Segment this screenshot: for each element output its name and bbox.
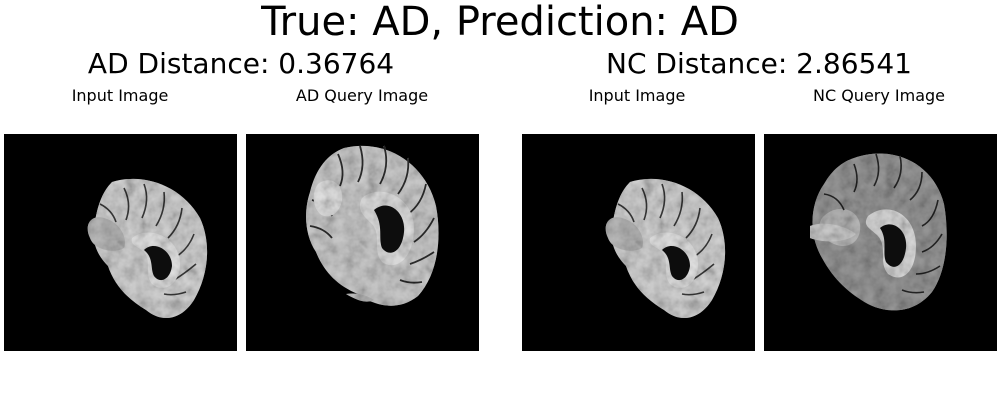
ad-distance-title: AD Distance: 0.36764 xyxy=(87,47,395,80)
nc-query-image-panel xyxy=(764,134,997,351)
ad-query-image-panel xyxy=(246,134,479,351)
ad-query-image-label: AD Query Image xyxy=(295,86,429,105)
brain-mri-input-left xyxy=(87,178,208,319)
input-image-label-right: Input Image xyxy=(588,86,686,105)
brain-mri-ad-query xyxy=(306,145,439,306)
brain-mri-nc-query xyxy=(810,153,947,311)
main-title: True: AD, Prediction: AD xyxy=(261,0,739,45)
brain-mri-input-right xyxy=(605,178,726,319)
nc-distance-title: NC Distance: 2.86541 xyxy=(606,47,912,80)
nc-query-image-label: NC Query Image xyxy=(812,86,946,105)
input-image-panel-right xyxy=(522,134,755,351)
input-image-panel-left xyxy=(4,134,237,351)
input-image-label-left: Input Image xyxy=(71,86,169,105)
